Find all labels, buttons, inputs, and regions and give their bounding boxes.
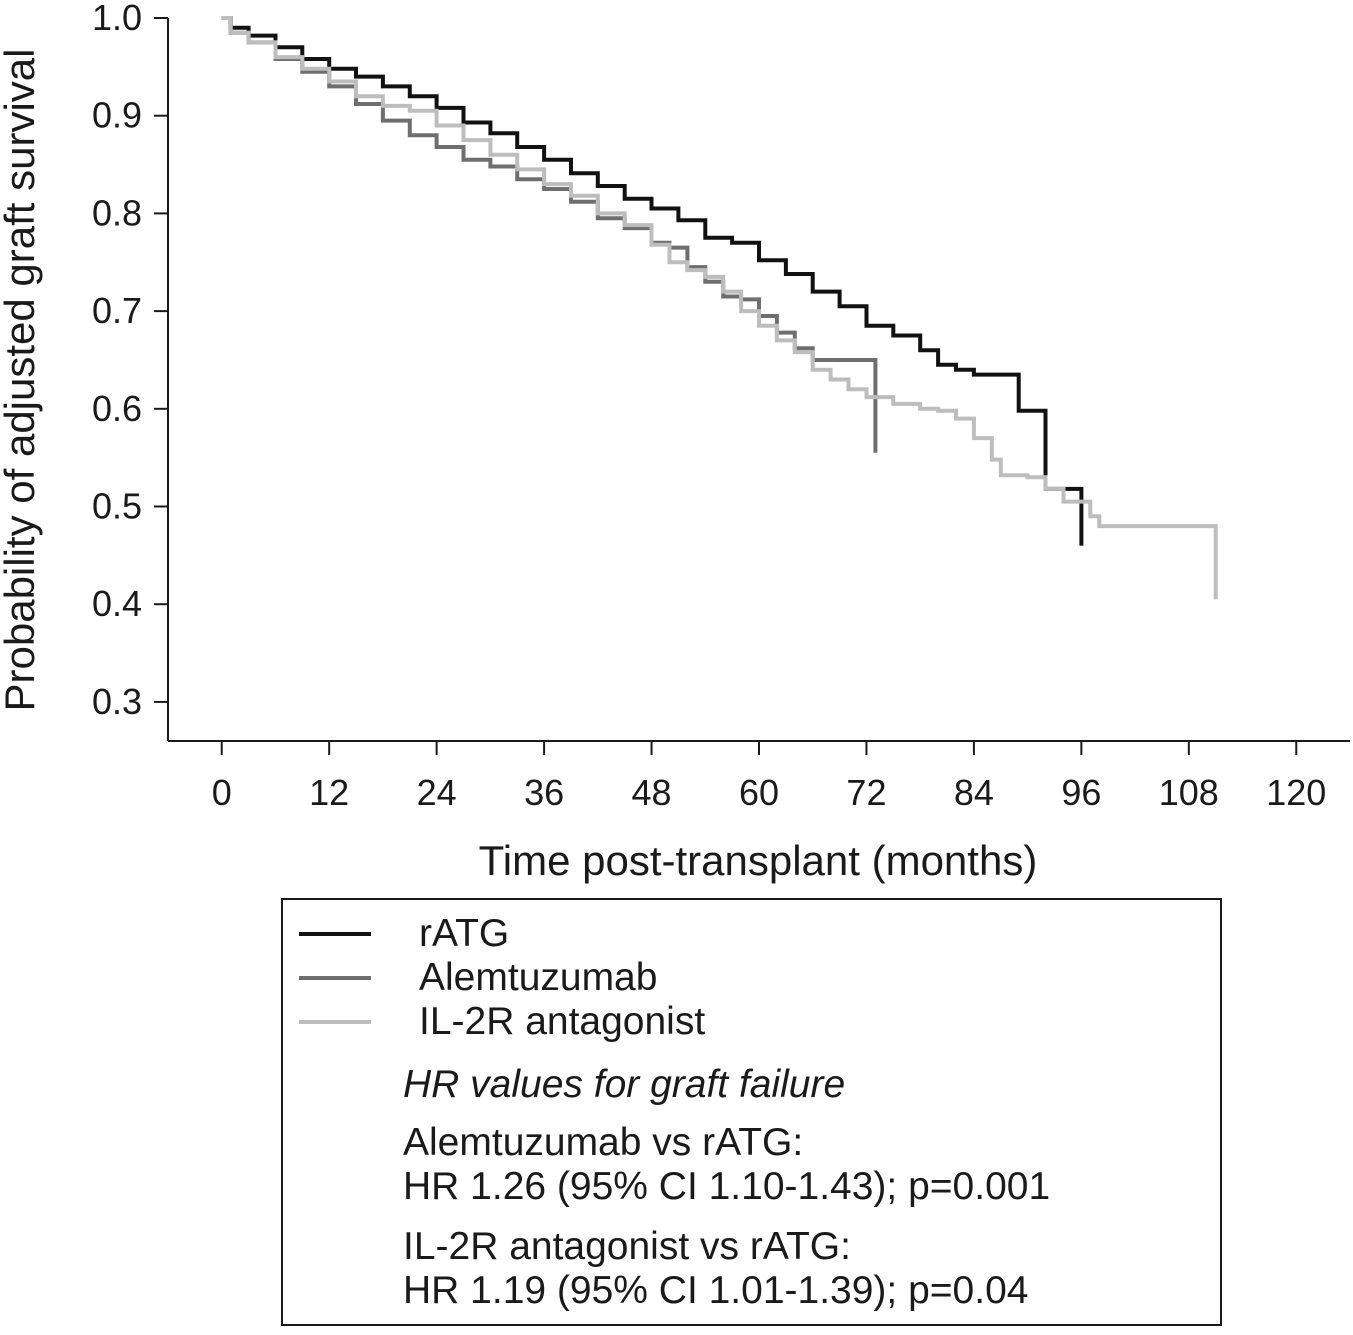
y-tick-label: 1.0	[92, 0, 142, 38]
legend-label-ratg: rATG	[419, 912, 510, 955]
y-tick-label: 0.4	[92, 583, 142, 624]
series-line-alemtuzumab	[221, 16, 878, 453]
series-group	[221, 16, 1218, 600]
legend-item-alemtuzumab: Alemtuzumab	[299, 956, 657, 1000]
axes	[167, 18, 1350, 742]
legend-label-il2r: IL-2R antagonist	[419, 1000, 706, 1043]
hr-note-2-line-1: IL-2R antagonist vs rATG:	[403, 1225, 851, 1268]
survival-chart: 0.3 0.4 0.5 0.6 0.7 0.8 0.9 1.0 0 12 24 36 48 60 72 84…	[0, 0, 1350, 884]
legend-item-il2r: IL-2R antagonist	[299, 1000, 705, 1044]
x-tick-label: 120	[1266, 772, 1326, 813]
y-tick-label: 0.8	[92, 192, 142, 233]
y-ticks: 0.3 0.4 0.5 0.6 0.7 0.8 0.9 1.0	[92, 0, 168, 722]
y-tick-label: 0.5	[92, 486, 142, 527]
legend-swatch-ratg	[299, 932, 371, 936]
x-tick-label: 36	[524, 772, 564, 813]
y-tick-label: 0.3	[92, 681, 142, 722]
legend-swatch-il2r	[299, 1020, 371, 1024]
hr-note-1-line-1: Alemtuzumab vs rATG:	[403, 1121, 804, 1164]
legend: rATG Alemtuzumab IL-2R antagonist HR val…	[281, 898, 1222, 1326]
series-line-il-2r-antagonist	[221, 16, 1218, 600]
y-tick-label: 0.6	[92, 388, 142, 429]
x-tick-label: 84	[954, 772, 994, 813]
x-tick-label: 96	[1061, 772, 1101, 813]
x-tick-label: 12	[309, 772, 349, 813]
x-tick-label: 48	[632, 772, 672, 813]
series-line-ratg	[221, 16, 1084, 546]
hr-note-title: HR values for graft failure	[403, 1063, 846, 1106]
hr-note-1-line-2: HR 1.26 (95% CI 1.10-1.43); p=0.001	[403, 1165, 1051, 1208]
hr-note-2-line-2: HR 1.19 (95% CI 1.01-1.39); p=0.04	[403, 1269, 1029, 1312]
legend-swatch-alemtuzumab	[299, 976, 371, 980]
legend-item-ratg: rATG	[299, 912, 509, 956]
y-tick-label: 0.7	[92, 290, 142, 331]
x-tick-label: 24	[417, 772, 457, 813]
legend-label-alemtuzumab: Alemtuzumab	[419, 956, 658, 999]
x-ticks: 0 12 24 36 48 60 72 84 96 108 120	[212, 741, 1326, 813]
x-tick-label: 60	[739, 772, 779, 813]
x-tick-label: 72	[846, 772, 886, 813]
y-axis-title: Probability of adjusted graft survival	[0, 49, 43, 712]
x-axis-title: Time post-transplant (months)	[479, 837, 1038, 884]
x-tick-label: 0	[212, 772, 232, 813]
x-tick-label: 108	[1159, 772, 1219, 813]
y-tick-label: 0.9	[92, 95, 142, 136]
